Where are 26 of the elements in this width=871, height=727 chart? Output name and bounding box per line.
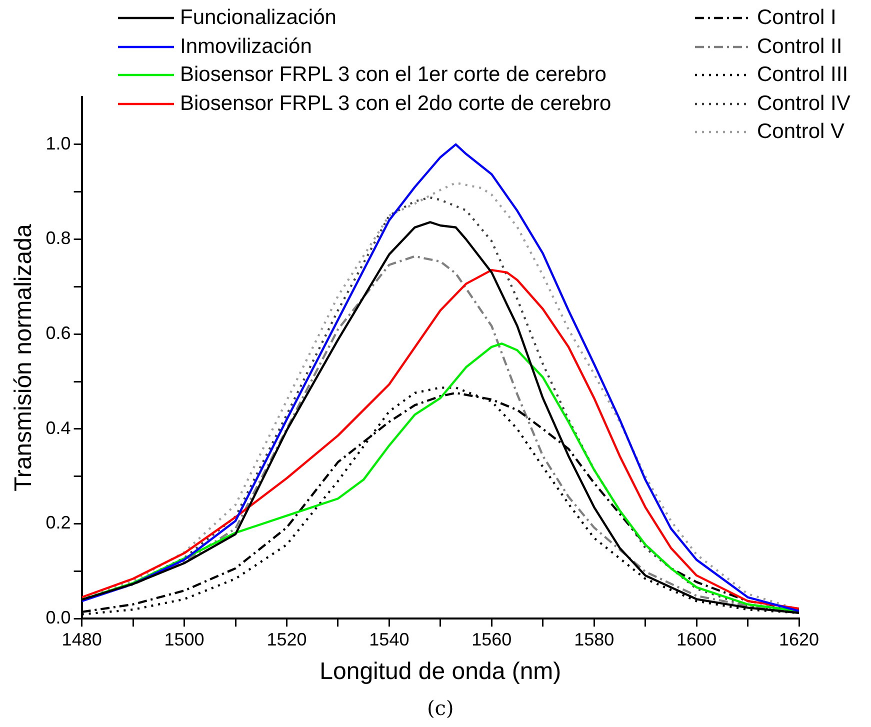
legend-label: Control II <box>757 34 842 59</box>
legend-label: Control III <box>757 63 848 88</box>
y-tick-label: 0.2 <box>46 512 71 533</box>
x-tick-label: 1540 <box>369 629 410 650</box>
x-axis-title: Longitud de onda (nm) <box>320 658 562 686</box>
y-tick-label: 0.6 <box>46 323 71 344</box>
x-tick-label: 1620 <box>778 629 820 650</box>
legend-label: Inmovilización <box>180 34 312 59</box>
y-axis-title: Transmisión normalizada <box>10 224 38 492</box>
x-tick-label: 1520 <box>266 629 307 650</box>
y-tick-label: 0.0 <box>46 608 71 628</box>
x-tick-label: 1480 <box>62 629 102 650</box>
x-tick-label: 1600 <box>676 629 717 650</box>
y-tick-label: 0.4 <box>46 418 71 438</box>
legend-label: Control I <box>757 6 836 30</box>
legend-label: Biosensor FRPL 3 con el 1er corte de cerebro <box>180 63 606 88</box>
legend-label: Biosensor FRPL 3 con el 2do corte de cerebro <box>180 92 612 116</box>
y-tick-label: 1.0 <box>46 133 71 154</box>
x-tick-label: 1500 <box>164 629 204 650</box>
x-tick-label: 1580 <box>574 629 614 650</box>
y-tick-label: 0.8 <box>46 228 71 248</box>
x-tick-label: 1560 <box>472 629 512 650</box>
text: (c) <box>427 696 454 720</box>
legend-label: Funcionalización <box>180 6 336 30</box>
legend-label: Control IV <box>757 92 850 116</box>
legend-label: Control V <box>757 120 845 144</box>
